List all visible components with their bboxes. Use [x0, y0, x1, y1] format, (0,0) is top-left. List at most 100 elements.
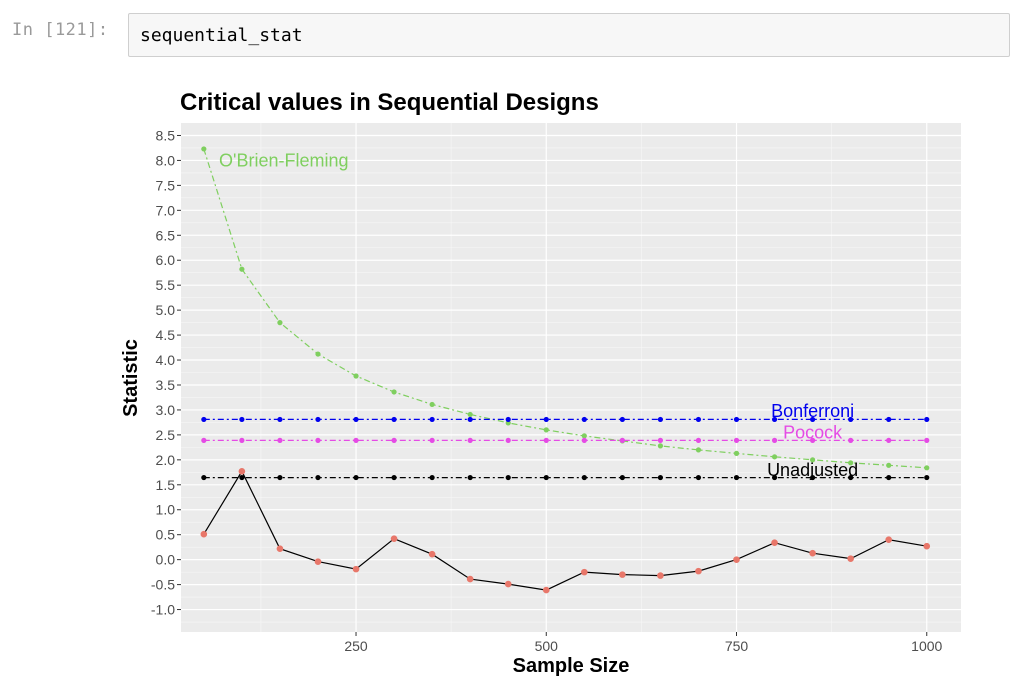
- data-point: [923, 542, 931, 550]
- data-point: [429, 401, 435, 408]
- data-point: [353, 474, 359, 481]
- y-tick-label: 5.5: [156, 277, 176, 293]
- data-point: [848, 460, 854, 466]
- plot-panel: [181, 123, 961, 632]
- data-point: [733, 450, 740, 456]
- data-point: [315, 416, 321, 423]
- data-point: [505, 416, 511, 423]
- data-point: [391, 416, 397, 423]
- data-point: [505, 437, 511, 443]
- data-point: [391, 474, 397, 481]
- data-point: [695, 416, 702, 423]
- data-point: [239, 416, 245, 423]
- data-point: [238, 468, 246, 475]
- data-point: [619, 437, 625, 443]
- data-point: [657, 437, 664, 443]
- data-point: [467, 474, 473, 481]
- data-point: [886, 474, 892, 481]
- series-label: Bonferroni: [771, 401, 854, 421]
- x-tick-label: 1000: [911, 638, 942, 654]
- data-point: [619, 416, 625, 423]
- y-tick-label: 8.5: [156, 127, 176, 143]
- data-point: [771, 474, 778, 481]
- x-tick-label: 500: [535, 638, 559, 654]
- y-tick-label: 7.0: [156, 202, 176, 218]
- data-point: [353, 437, 359, 443]
- data-point: [810, 437, 816, 443]
- data-point: [277, 437, 283, 443]
- data-point: [924, 474, 930, 481]
- data-point: [276, 545, 284, 552]
- data-point: [581, 474, 587, 481]
- data-point: [201, 437, 207, 443]
- data-point: [619, 474, 625, 481]
- y-tick-label: 2.0: [156, 452, 176, 468]
- y-tick-label: 4.5: [156, 327, 176, 343]
- series-label: Unadjusted: [767, 460, 858, 480]
- data-point: [200, 530, 208, 538]
- data-point: [847, 555, 854, 562]
- data-point: [733, 474, 740, 481]
- x-tick-label: 750: [725, 638, 749, 654]
- data-point: [467, 416, 473, 423]
- data-point: [505, 474, 511, 481]
- data-point: [771, 437, 778, 443]
- data-point: [315, 351, 321, 357]
- grid-major: [181, 123, 961, 632]
- data-point: [581, 568, 588, 576]
- data-point: [543, 416, 549, 423]
- data-point: [733, 556, 740, 563]
- data-point: [542, 586, 550, 594]
- data-point: [810, 416, 816, 423]
- data-point: [771, 454, 778, 460]
- y-tick-label: 1.0: [156, 502, 176, 518]
- data-point: [771, 539, 778, 546]
- data-point: [810, 457, 816, 463]
- data-point: [543, 474, 549, 481]
- data-point: [239, 266, 245, 272]
- data-point: [467, 437, 473, 443]
- series-label: Pocock: [783, 422, 843, 442]
- data-point: [201, 146, 207, 152]
- data-point: [771, 416, 778, 423]
- cell-prompt: In [121]:: [12, 20, 109, 40]
- data-point: [277, 416, 283, 423]
- grid-minor: [181, 123, 961, 632]
- data-point: [467, 411, 473, 418]
- data-point: [314, 558, 322, 565]
- data-point: [581, 433, 587, 439]
- data-point: [429, 416, 435, 423]
- chart-title: Critical values in Sequential Designs: [180, 89, 599, 116]
- data-point: [809, 549, 816, 557]
- data-point: [277, 320, 283, 326]
- data-point: [886, 416, 892, 423]
- data-point: [353, 416, 359, 423]
- x-axis: 250 500 750 1000: [344, 632, 943, 654]
- data-point: [429, 474, 435, 481]
- data-point: [277, 474, 283, 481]
- code-text: sequential_stat: [140, 25, 303, 46]
- series-line-0: [203, 148, 927, 469]
- y-tick-label: 0.0: [156, 552, 176, 568]
- code-cell-input[interactable]: sequential_stat: [128, 13, 1010, 57]
- y-tick-label: 4.0: [156, 352, 176, 368]
- y-tick-label: -0.5: [151, 577, 175, 593]
- data-point: [924, 416, 930, 423]
- data-point: [695, 437, 702, 443]
- data-point: [695, 474, 702, 481]
- data-point: [657, 443, 664, 449]
- data-point: [848, 474, 854, 481]
- y-tick-label: 6.0: [156, 252, 176, 268]
- data-point: [581, 437, 587, 443]
- data-point: [201, 416, 207, 423]
- data-point: [391, 389, 397, 395]
- data-point: [466, 575, 474, 583]
- data-point: [353, 373, 359, 379]
- data-point: [315, 437, 321, 443]
- data-point: [733, 437, 740, 443]
- data-point: [391, 437, 397, 443]
- y-tick-label: 1.5: [156, 477, 176, 493]
- data-point: [695, 447, 702, 453]
- data-point: [810, 474, 816, 481]
